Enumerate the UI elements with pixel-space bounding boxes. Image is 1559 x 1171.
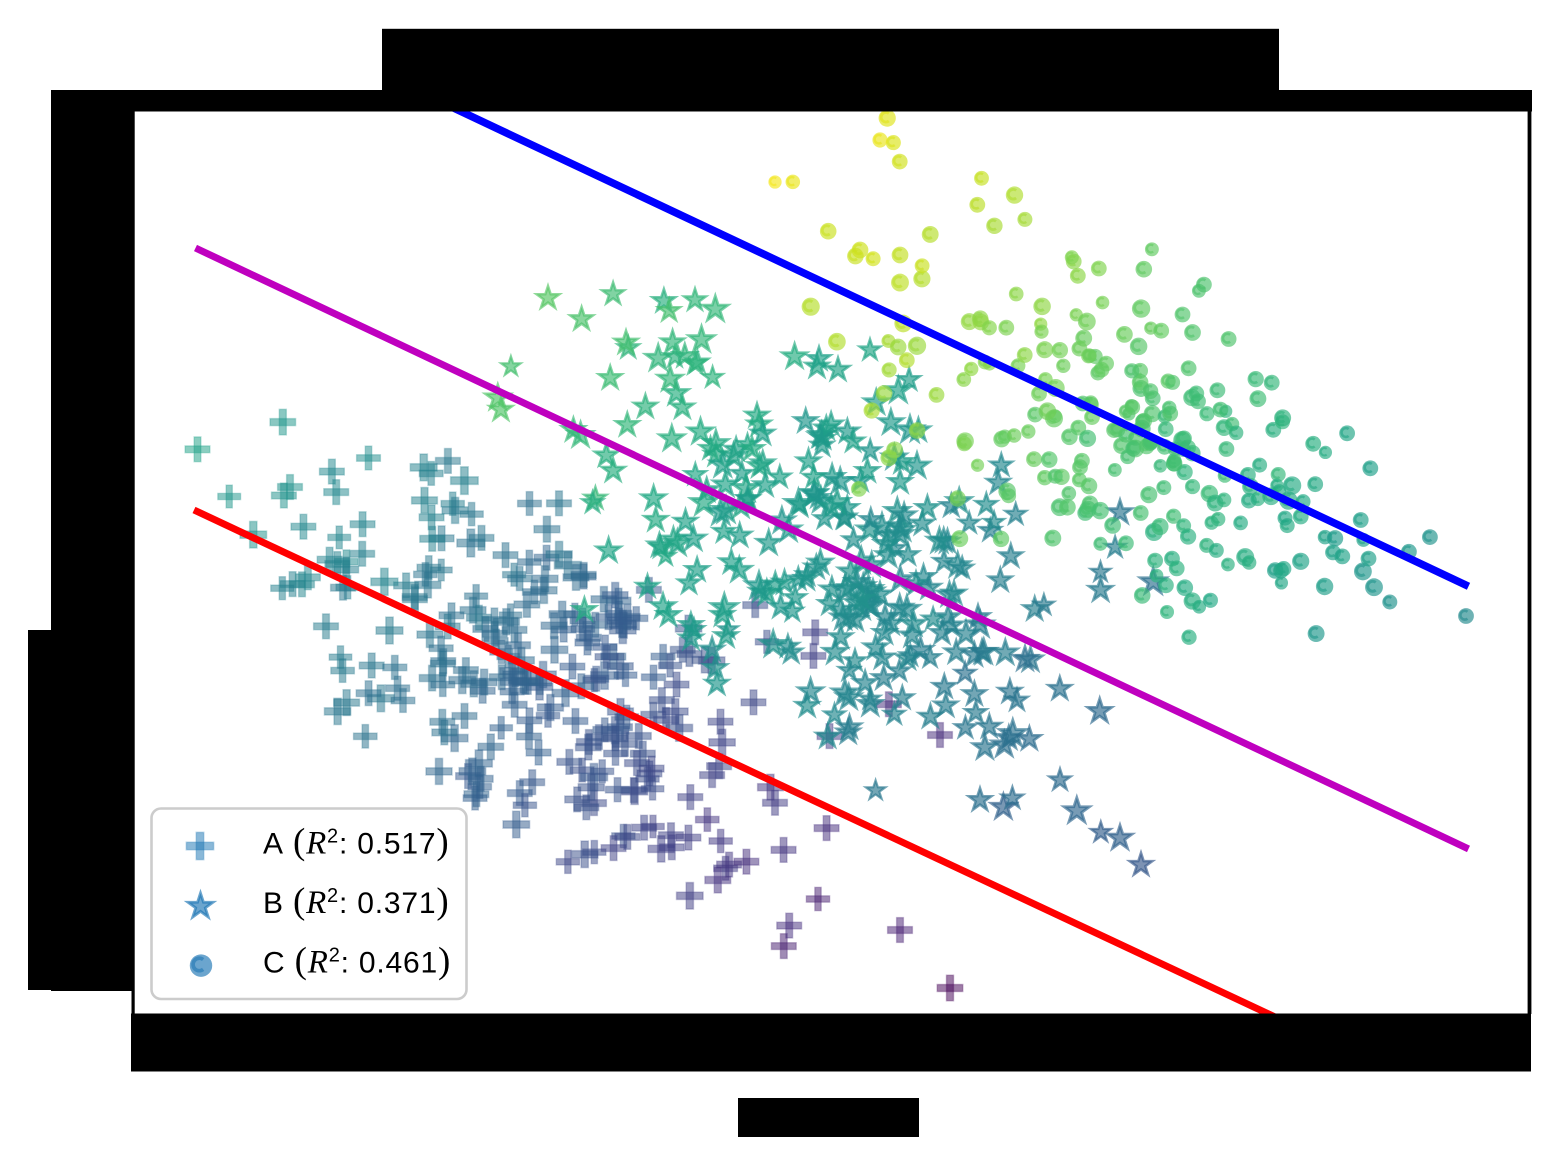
svg-text:A (R2: 0.517): A (R2: 0.517) bbox=[263, 822, 449, 863]
svg-text:C (R2: 0.461): C (R2: 0.461) bbox=[263, 941, 451, 982]
svg-text:B (R2: 0.371): B (R2: 0.371) bbox=[263, 881, 449, 922]
